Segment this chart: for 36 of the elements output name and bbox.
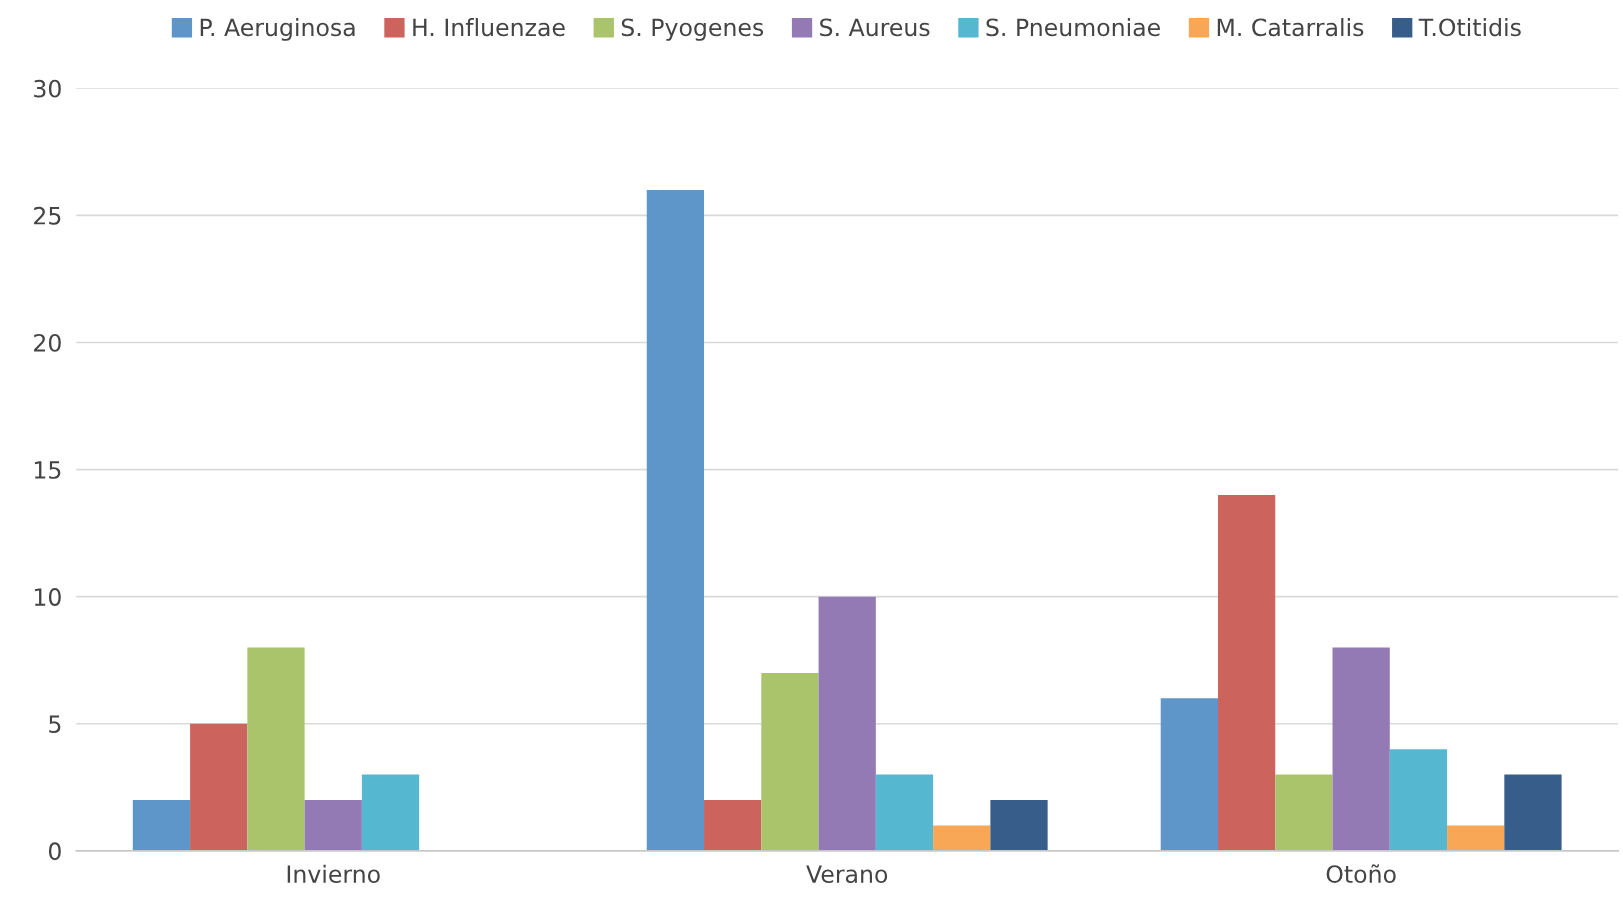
y-tick-label: 15 bbox=[34, 461, 61, 479]
y-tick-label: 0 bbox=[48, 842, 61, 861]
bar bbox=[1389, 749, 1448, 851]
legend-label: M. Catarralis bbox=[1217, 18, 1364, 37]
x-tick-label: Invierno bbox=[287, 864, 380, 884]
legend-label: H. Influenzae bbox=[413, 18, 565, 37]
y-tick-label: 10 bbox=[34, 588, 61, 606]
bar bbox=[818, 596, 876, 851]
bar bbox=[875, 774, 934, 851]
legend-label: S. Pneumoniae bbox=[986, 18, 1160, 37]
bar bbox=[704, 800, 762, 851]
bar bbox=[1447, 825, 1505, 851]
bar bbox=[1332, 647, 1390, 851]
y-tick-label: 30 bbox=[34, 79, 61, 98]
bar bbox=[761, 672, 819, 851]
legend-label: S. Aureus bbox=[820, 18, 930, 37]
x-tick-label: Otoño bbox=[1326, 864, 1396, 884]
x-tick-label: Verano bbox=[806, 865, 888, 884]
y-tick-label: 25 bbox=[34, 206, 61, 225]
bar bbox=[361, 774, 420, 851]
legend-label: S. Pyogenes bbox=[621, 18, 764, 41]
y-tick-label: 5 bbox=[49, 715, 61, 734]
bar bbox=[1160, 698, 1218, 851]
bar bbox=[990, 800, 1048, 851]
legend-label: P. Aeruginosa bbox=[200, 18, 355, 41]
bar bbox=[646, 189, 705, 851]
bar bbox=[190, 723, 248, 851]
legend-label: T.Otitidis bbox=[1418, 18, 1521, 37]
bar bbox=[247, 647, 305, 851]
bar bbox=[132, 800, 191, 851]
bar bbox=[1275, 774, 1333, 851]
bar bbox=[933, 825, 991, 851]
bar bbox=[1217, 494, 1276, 851]
bar bbox=[1504, 774, 1562, 851]
y-tick-label: 20 bbox=[34, 333, 61, 352]
bar bbox=[304, 800, 362, 851]
